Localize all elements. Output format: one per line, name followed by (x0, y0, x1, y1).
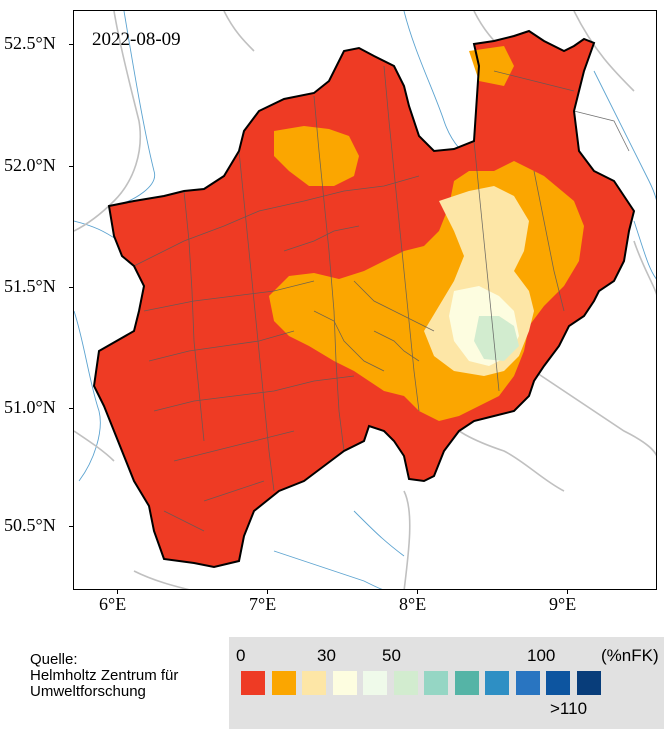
legend-swatch (271, 671, 296, 695)
legend-swatch (515, 671, 540, 695)
legend-swatch (454, 671, 479, 695)
north-dry-patch (274, 126, 359, 186)
legend-swatch (393, 671, 418, 695)
legend-swatch (363, 671, 387, 695)
source-line-2: Helmholtz Zentrum für (30, 667, 179, 684)
lon-tick (267, 590, 268, 594)
source-credit: Quelle: Helmholtz Zentrum für Umweltfors… (30, 652, 178, 700)
northeast-dry-patch (469, 46, 514, 86)
map-date: 2022-08-09 (92, 29, 181, 50)
state-region-wet (474, 316, 519, 361)
map-panel: 2022-08-09 (73, 10, 657, 590)
legend-swatch (332, 671, 357, 695)
legend-unit: (%nFK) (601, 646, 659, 665)
lat-label-51-5: 51.5°N (4, 276, 56, 296)
lat-label-52-0: 52.0°N (4, 155, 56, 175)
source-line-1: Quelle: (30, 651, 78, 668)
lat-label-52-5: 52.5°N (4, 33, 56, 53)
legend-label-100: 100 (527, 646, 556, 665)
lon-tick (117, 590, 118, 594)
state-border (92, 29, 636, 569)
lon-label-6: 6°E (99, 594, 127, 614)
lat-tick (69, 408, 73, 409)
legend-label-30: 30 (317, 646, 336, 665)
rivers (74, 11, 656, 589)
legend-swatch (485, 671, 509, 695)
lon-tick (417, 590, 418, 594)
lat-tick (69, 166, 73, 167)
legend-swatch (241, 671, 265, 695)
lat-tick (69, 526, 73, 527)
soil-moisture-map (74, 11, 656, 589)
lat-label-50-5: 50.5°N (4, 515, 56, 535)
legend-swatch (546, 671, 570, 695)
legend-swatch (302, 671, 326, 695)
legend-swatch (424, 671, 448, 695)
lat-label-51-0: 51.0°N (4, 397, 56, 417)
legend-label-50: 50 (382, 646, 401, 665)
lat-tick (69, 44, 73, 45)
color-legend: 0 30 50 100 (%nFK) >110 (229, 637, 664, 729)
legend-swatch (576, 671, 601, 695)
source-line-3: Umweltforschung (30, 683, 146, 700)
legend-label-0: 0 (236, 646, 246, 665)
district-borders (133, 65, 630, 532)
lon-label-7: 7°E (249, 594, 277, 614)
legend-label-max: >110 (550, 699, 588, 718)
lat-tick (69, 287, 73, 288)
lon-tick (567, 590, 568, 594)
lon-label-8: 8°E (399, 594, 427, 614)
lon-label-9: 9°E (549, 594, 577, 614)
